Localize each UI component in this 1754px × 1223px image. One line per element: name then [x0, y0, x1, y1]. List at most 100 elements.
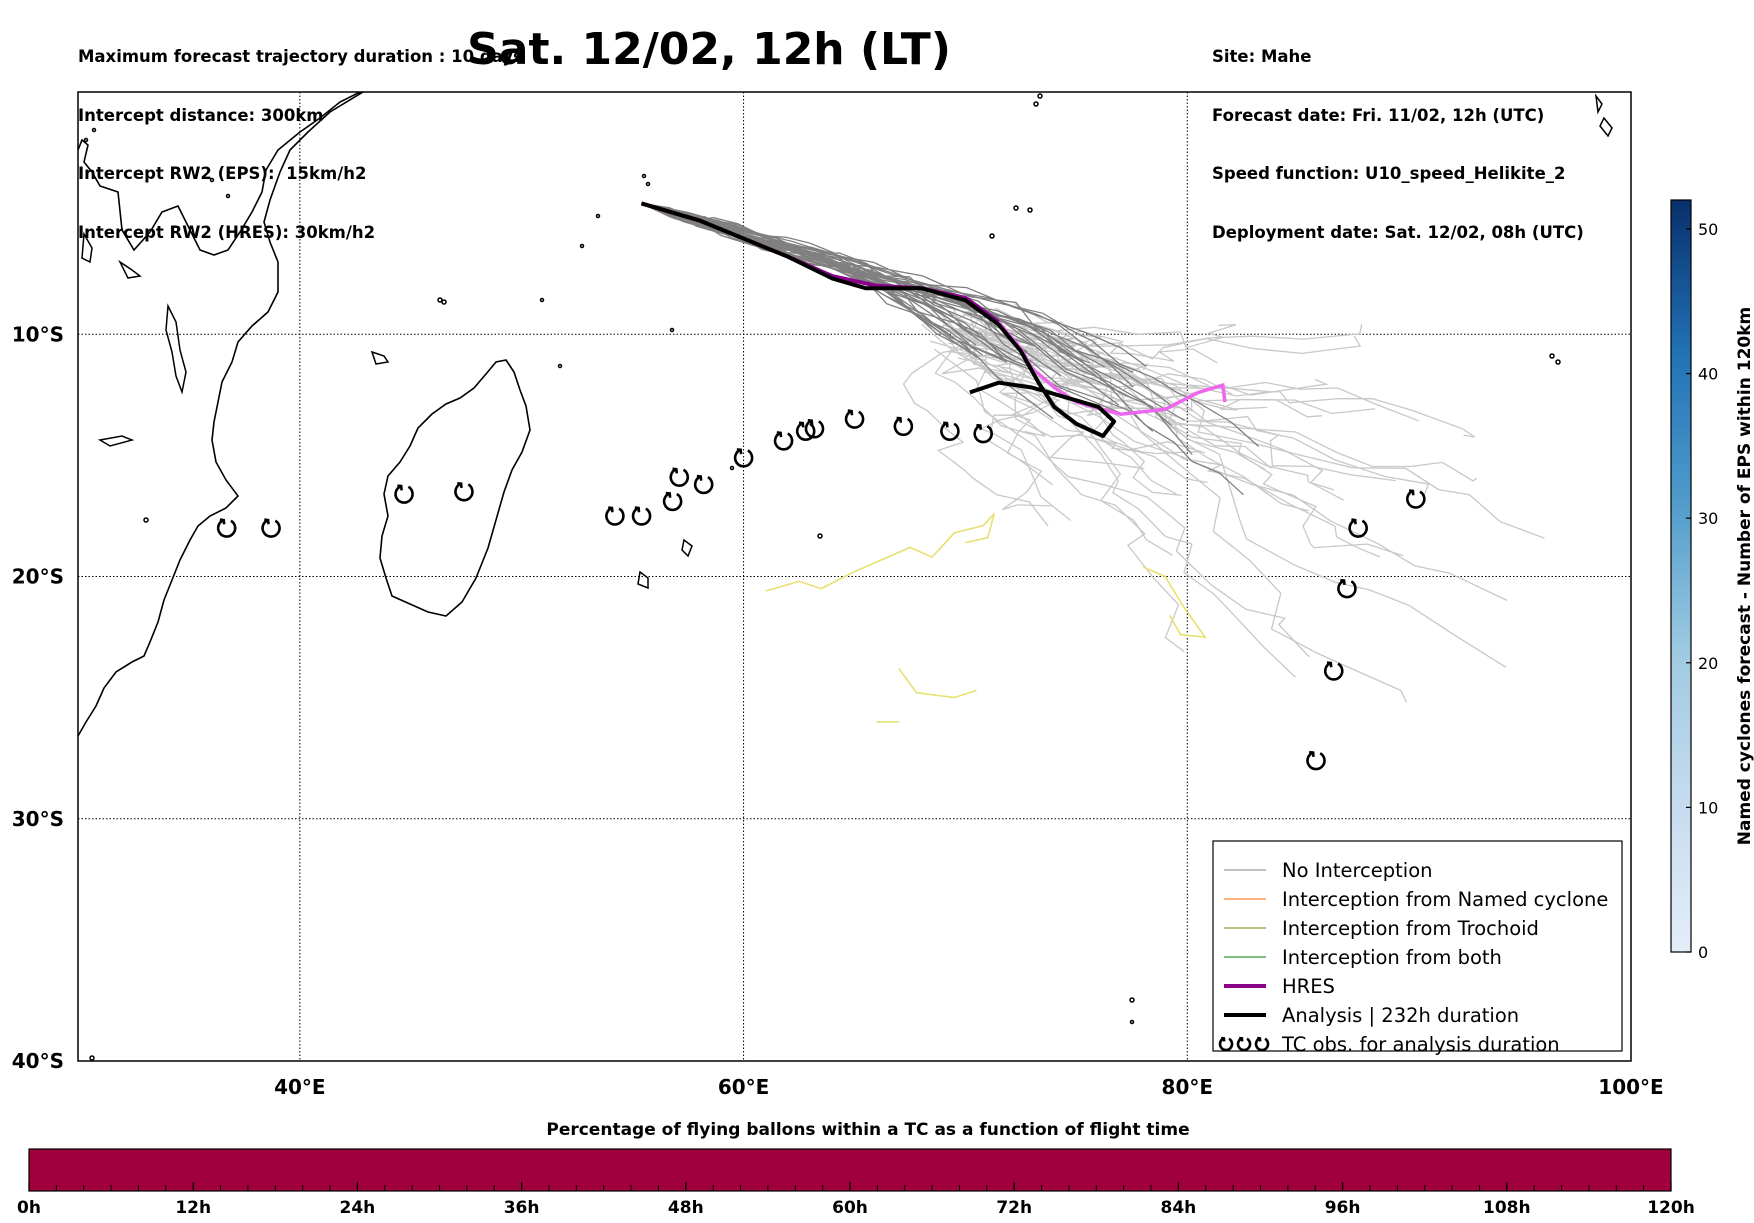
lat-tick-label: 30°S [12, 807, 64, 831]
tc-observation-icon [1406, 489, 1426, 509]
flight-time-tick-label: 84h [1161, 1198, 1197, 1218]
map-frame [77, 91, 1632, 1062]
eps-member-track [641, 202, 1147, 368]
tc-observation-icon [893, 416, 914, 437]
eps-member-track [641, 202, 1062, 377]
legend-tc-symbol-icon [1218, 1036, 1234, 1052]
eps-member-track [641, 202, 971, 352]
eps-late-member-track [957, 357, 1508, 602]
tc-observation-icon [1348, 518, 1368, 538]
eps-colorbar-label: Named cyclones forecast - Number of EPS … [1735, 307, 1754, 846]
trochoid-track [898, 668, 977, 699]
tc-observation-icon [605, 506, 625, 526]
eps-colorbar [1670, 199, 1692, 953]
eps-late-member-track [1029, 349, 1309, 512]
header-right-line-1: Site: Mahe [1212, 47, 1312, 66]
legend-item-label: Interception from Trochoid [1282, 917, 1539, 940]
tc-observation-icon [669, 467, 690, 487]
bottom-colorbar-title: Percentage of flying ballons within a TC… [546, 1120, 1189, 1140]
eps-member-track [641, 202, 978, 358]
lat-tick-label: 10°S [12, 322, 64, 346]
eps-late-member-track [998, 333, 1054, 511]
flight-time-tick-label: 96h [1325, 1198, 1361, 1218]
eps-colorbar-tick-label: 30 [1698, 509, 1718, 528]
eps-colorbar-tick-label: 10 [1698, 798, 1718, 817]
legend-item-label: HRES [1282, 975, 1335, 998]
small-islands [81, 93, 1613, 1061]
legend-item-label: Interception from both [1282, 946, 1502, 969]
flight-time-tick-label: 12h [175, 1198, 211, 1218]
lon-tick-label: 100°E [1598, 1075, 1663, 1099]
header-left-line-2: Intercept distance: 300km [78, 105, 324, 125]
eps-late-member-track [1002, 340, 1329, 396]
eps-late-member-track [1006, 322, 1545, 539]
tc-observation-icon [773, 431, 794, 451]
tc-observation-icon [662, 491, 683, 512]
legend-item-label: TC obs. for analysis duration [1281, 1033, 1560, 1056]
lon-tick-label: 60°E [718, 1075, 770, 1099]
header-right-line-3: Speed function: U10_speed_Helikite_2 [1212, 164, 1566, 183]
tc-observation-icon [973, 423, 993, 444]
eps-late-member-track [982, 336, 1296, 678]
tc-observation-icon [261, 518, 281, 538]
flight-time-tick-label: 48h [668, 1198, 704, 1218]
eps-late-member-track [979, 312, 1237, 349]
header-left-line-3: Intercept RW2 (EPS): 15km/h2 [78, 164, 367, 183]
eps-member-track [641, 202, 1037, 373]
flight-time-tick-label: 60h [832, 1198, 868, 1218]
tc-observation-icon [1306, 750, 1326, 771]
lon-tick-label: 40°E [274, 1075, 326, 1099]
header-left-line-1: Maximum forecast trajectory duration : 1… [78, 47, 523, 66]
tc-observation-icon [1337, 578, 1357, 599]
trochoid-track [1142, 566, 1207, 639]
map-legend: No Interception Interception from Named c… [1212, 840, 1623, 1056]
tc-observation-icon [804, 419, 825, 439]
tc-observation-icon [216, 518, 237, 538]
eps-late-member-track [964, 312, 1145, 470]
tc-observation-icon [631, 506, 652, 526]
eps-member-track [641, 202, 1154, 432]
flight-time-tick-label: 120h [1647, 1198, 1695, 1218]
eps-late-member-track [959, 320, 1177, 495]
eps-colorbar-tick-label: 40 [1698, 365, 1718, 384]
legend-item-label: Analysis | 232h duration [1282, 1004, 1519, 1027]
legend-tc-symbol-icon [1236, 1036, 1252, 1052]
legend-item-label: No Interception [1282, 859, 1433, 882]
legend-item-label: Interception from Named cyclone [1282, 888, 1608, 911]
flight-time-tick-label: 108h [1483, 1198, 1531, 1218]
tc-observation-icon [693, 474, 714, 495]
tc-observation-icon [844, 409, 865, 429]
lat-tick-label: 40°S [12, 1049, 64, 1073]
eps-colorbar-tick-label: 0 [1698, 943, 1708, 962]
flight-time-tick-label: 0h [17, 1198, 41, 1218]
header-left-line-4: Intercept RW2 (HRES): 30km/h2 [78, 222, 376, 242]
flight-time-tick-label: 72h [996, 1198, 1032, 1218]
analysis-track [640, 201, 1117, 438]
tc-observation-icon [1323, 661, 1344, 681]
lon-tick-label: 80°E [1162, 1075, 1214, 1099]
eps-member-track [641, 202, 1244, 496]
flight-time-tick-label: 36h [504, 1198, 540, 1218]
eps-late-member-track [934, 336, 1185, 653]
legend-tc-symbol-icon [1254, 1036, 1270, 1052]
eps-member-track [641, 202, 1106, 368]
madagascar-coastline [379, 359, 531, 617]
flight-time-tick-label: 24h [340, 1198, 376, 1218]
header-right-line-2: Forecast date: Fri. 11/02, 12h (UTC) [1212, 105, 1545, 125]
trochoid-track [765, 512, 996, 592]
lat-tick-label: 20°S [12, 565, 64, 589]
tc-observation-icon [795, 421, 816, 441]
eps-colorbar-tick-label: 20 [1698, 654, 1718, 673]
header-right-line-4: Deployment date: Sat. 12/02, 08h (UTC) [1212, 222, 1584, 242]
page-title: Sat. 12/02, 12h (LT) [467, 24, 951, 75]
tc-observation-icon [940, 421, 960, 441]
eps-late-member-track [994, 307, 1396, 482]
tc-observation-icon [394, 484, 414, 504]
tc-observation-icon [733, 448, 754, 468]
eps-colorbar-tick-label: 50 [1698, 220, 1718, 239]
eps-late-member-track [1015, 318, 1507, 668]
tc-observation-icon [454, 482, 474, 502]
eps-member-track [641, 202, 1090, 364]
africa-coastline [78, 92, 365, 737]
